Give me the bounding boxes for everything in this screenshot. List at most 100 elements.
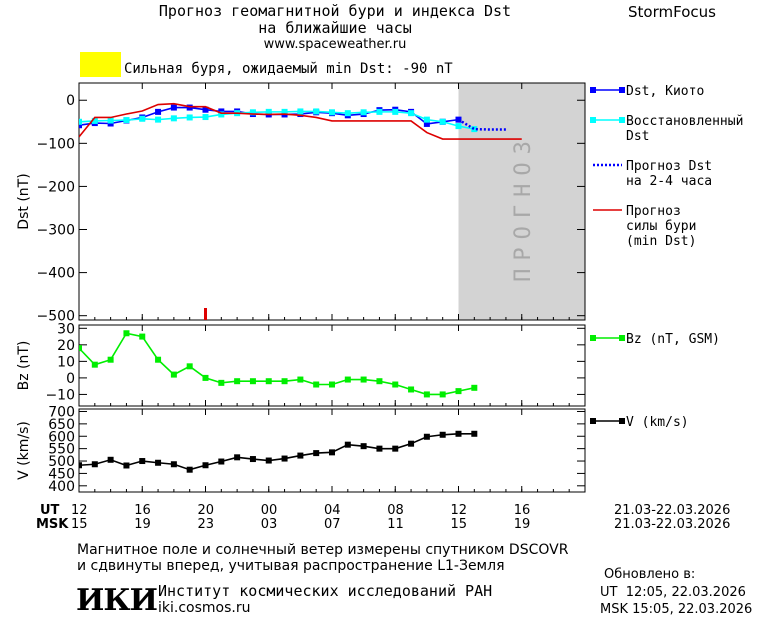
legend-marker [619, 418, 625, 424]
data-point [234, 454, 241, 461]
ut-tick-label: 20 [197, 503, 215, 518]
msk-date-range: 21.03-22.03.2026 [614, 517, 731, 532]
data-point [265, 108, 272, 115]
data-point [234, 378, 241, 385]
data-point [423, 120, 430, 127]
data-point [439, 118, 446, 125]
data-point [218, 111, 225, 118]
y-tick-label: 650 [48, 417, 75, 433]
ut-tick-label: 00 [260, 503, 278, 518]
series-0-0 [79, 104, 462, 129]
data-point [455, 388, 462, 395]
data-point [170, 115, 177, 122]
series-line [457, 118, 506, 131]
legend-label: Восстановленный [626, 114, 743, 129]
y-tick-label: 10 [57, 354, 75, 370]
legend-marker [590, 87, 596, 93]
data-point [313, 108, 320, 115]
y-tick-label: −300 [37, 223, 75, 239]
data-point [107, 120, 114, 127]
msk-axis-label: MSK [36, 517, 69, 532]
forecast-band [458, 83, 585, 320]
data-point [439, 391, 446, 398]
legend-marker [619, 335, 625, 341]
data-point [139, 458, 146, 465]
data-point [439, 431, 446, 438]
data-point [297, 108, 304, 115]
data-point [281, 455, 288, 462]
data-point [265, 457, 272, 464]
legend-marker [590, 117, 596, 123]
ut-tick-label: 08 [387, 503, 404, 518]
data-point [249, 456, 256, 463]
series-0-3 [79, 102, 522, 140]
plot-frame [78, 324, 586, 407]
data-point [218, 108, 225, 115]
y-tick-label: 0 [66, 371, 75, 387]
data-point [123, 117, 130, 124]
data-point [376, 445, 383, 452]
data-point [408, 440, 415, 447]
ut-tick-label: 04 [324, 503, 341, 518]
data-point [392, 108, 399, 115]
series-1-0 [79, 330, 478, 398]
legend-marker [590, 418, 596, 424]
y-axis-label: Dst (nT) [16, 173, 32, 229]
ut-tick-label: 16 [513, 503, 531, 518]
data-point [186, 114, 193, 121]
y-tick-label: 450 [48, 466, 75, 482]
legend-label: V (km/s) [626, 415, 689, 430]
ut-date-range: 21.03-22.03.2026 [614, 503, 731, 518]
y-tick-label: 500 [48, 454, 75, 470]
page-subtitle: на ближайшие часы [258, 19, 412, 37]
data-point [79, 118, 82, 125]
data-point [376, 378, 383, 385]
data-point [471, 126, 478, 133]
ut-tick-label: 12 [71, 503, 88, 518]
alert-color-swatch [80, 52, 121, 77]
site-link[interactable]: www.spaceweather.ru [263, 37, 407, 52]
ut-axis-label: UT [40, 503, 60, 518]
data-point [170, 104, 177, 111]
data-point [423, 391, 430, 398]
data-point [344, 110, 351, 117]
ut-tick-label: 16 [134, 503, 151, 518]
data-point [455, 123, 462, 130]
iki-logo: ИКИ [76, 583, 158, 618]
data-point [392, 381, 399, 388]
y-tick-label: −100 [37, 136, 75, 152]
y-tick-label: 550 [48, 442, 75, 458]
institute-name: Институт космических исследований РАН [158, 582, 493, 600]
data-point [360, 376, 367, 383]
data-point [329, 381, 335, 388]
y-tick-label: −400 [37, 266, 75, 282]
data-point [360, 109, 367, 116]
msk-tick-label: 23 [197, 517, 215, 532]
y-tick-label: 400 [48, 479, 75, 495]
data-point [218, 379, 225, 386]
data-point [155, 459, 162, 466]
legend-marker [590, 335, 596, 341]
page-title: Прогноз геомагнитной бури и индекса Dst [158, 2, 512, 20]
institute-url[interactable]: iki.cosmos.ru [158, 600, 251, 616]
data-point [91, 117, 98, 124]
data-point [392, 445, 399, 452]
msk-tick-label: 15 [71, 517, 88, 532]
y-tick-label: −200 [37, 179, 75, 195]
ut-tick-label: 12 [450, 503, 468, 518]
data-point [79, 462, 82, 469]
msk-tick-label: 07 [324, 517, 341, 532]
y-tick-label: 600 [48, 429, 75, 445]
y-tick-label: −500 [37, 309, 75, 325]
series-line [79, 102, 522, 140]
y-tick-label: 20 [57, 338, 75, 354]
msk-tick-label: 19 [513, 517, 531, 532]
data-point [155, 356, 162, 363]
legend-marker [619, 117, 625, 123]
y-tick-label: 700 [48, 404, 75, 420]
data-point [249, 109, 256, 116]
data-point [186, 466, 193, 473]
data-point [139, 333, 146, 340]
y-axis-label: Bz (nT) [16, 341, 32, 391]
legend-label: Прогноз Dst [626, 159, 712, 174]
